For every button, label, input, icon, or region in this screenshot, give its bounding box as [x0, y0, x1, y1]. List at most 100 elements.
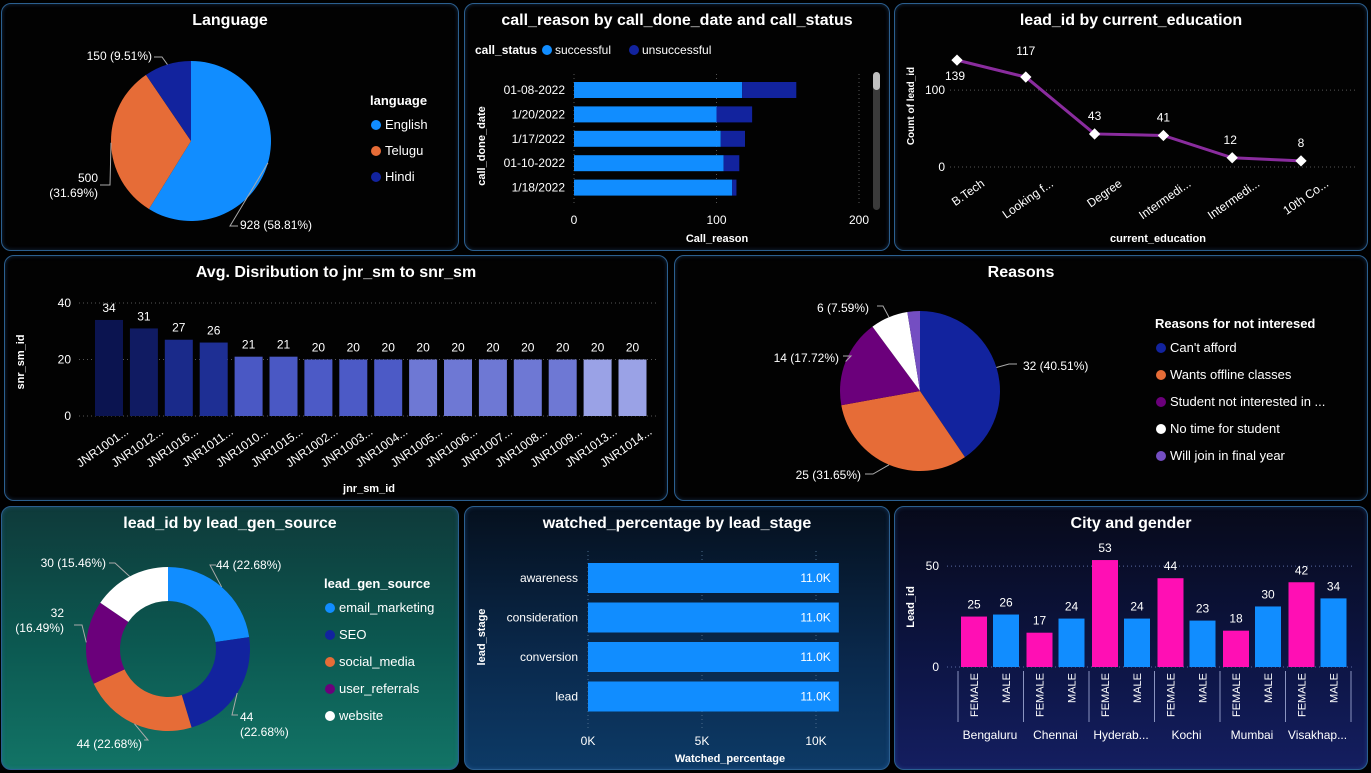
- bar: [513, 359, 542, 416]
- bar: [588, 681, 839, 712]
- card-title: lead_id by current_education: [1019, 12, 1243, 29]
- lead-gen-chart: 44 (22.68%) 44(22.68%) 44 (22.68%) 32(16.49…: [15, 556, 434, 751]
- category-label: 1/17/2022: [512, 132, 566, 146]
- y-axis-title: lead_stage: [476, 609, 488, 666]
- bar: [618, 359, 647, 416]
- pie-slice: [148, 61, 271, 221]
- legend-marker: [325, 603, 335, 613]
- tick-label: 100: [925, 83, 945, 97]
- category-label: B.Tech: [949, 176, 987, 209]
- pie-slice: [920, 311, 1001, 458]
- bar: [732, 179, 737, 196]
- data-label: 11.0K: [800, 690, 830, 704]
- data-point: [951, 54, 963, 66]
- data-label: 11.0K: [800, 611, 830, 625]
- data-label: 17: [1033, 614, 1047, 628]
- subcategory-label: FEMALE: [1297, 673, 1309, 717]
- legend-item: Hindi: [385, 169, 415, 184]
- bar: [234, 356, 263, 416]
- leader-line: [877, 305, 890, 318]
- slice-label: 6 (7.59%): [817, 301, 869, 315]
- slice-label: 14 (17.72%): [774, 351, 839, 365]
- slice-label: 44 (22.68%): [77, 737, 142, 751]
- slice-label: 44 (22.68%): [216, 558, 281, 572]
- subcategory-label: FEMALE: [1231, 673, 1243, 717]
- language-card: Language 928 (58.81%) 500 (31.69%) 150 (9.5…: [1, 3, 459, 251]
- bar: [478, 359, 507, 416]
- call-reason-card: call_reason by call_done_date and call_s…: [464, 3, 890, 251]
- bar: [588, 602, 839, 633]
- data-label: 43: [1088, 109, 1102, 123]
- bar: [961, 616, 987, 667]
- bar: [1255, 606, 1281, 667]
- slice-label: 500: [78, 171, 98, 185]
- legend-item: email_marketing: [339, 600, 434, 615]
- bar: [339, 359, 368, 416]
- bar: [1026, 632, 1053, 667]
- tick-label: 0: [932, 660, 939, 674]
- data-label: 21: [242, 338, 256, 352]
- bar: [574, 82, 743, 98]
- data-point: [1295, 155, 1307, 167]
- y-axis-title: Count of lead_id: [906, 67, 917, 145]
- slice-label: 25 (31.65%): [796, 468, 861, 482]
- data-label: 30: [1261, 587, 1275, 601]
- category-label: lead: [555, 690, 578, 704]
- bar: [588, 563, 839, 593]
- legend-marker: [325, 711, 335, 721]
- subcategory-label: MALE: [1329, 673, 1341, 703]
- bar: [1058, 618, 1085, 667]
- slice-label: (31.69%): [49, 186, 98, 200]
- legend-marker: [325, 630, 335, 640]
- legend-marker: [542, 45, 552, 55]
- series-line: [956, 58, 1302, 163]
- bar: [720, 130, 745, 147]
- pie-slice: [111, 74, 191, 210]
- data-point: [1157, 129, 1170, 142]
- city-gender-card: City and gender 0 50 25 FEMALE 26 MALE Bengalu…: [894, 506, 1368, 770]
- scrollbar[interactable]: [873, 72, 880, 210]
- data-label: 24: [1065, 600, 1079, 614]
- legend-item: English: [385, 117, 428, 132]
- pie-slice: [86, 602, 129, 684]
- bar: [1223, 630, 1249, 667]
- scrollbar-thumb[interactable]: [873, 72, 880, 90]
- subcategory-label: MALE: [1067, 673, 1079, 703]
- y-axis-title: Lead_id: [905, 586, 917, 628]
- category-label: 1/20/2022: [512, 107, 566, 121]
- pie-slice: [872, 312, 920, 391]
- data-label: 20: [626, 341, 640, 355]
- bar: [199, 342, 228, 416]
- data-label: 44: [1164, 559, 1178, 573]
- data-label: 20: [416, 341, 430, 355]
- category-label: 1/18/2022: [512, 181, 566, 195]
- category-label: conversion: [520, 650, 578, 664]
- legend-marker: [1156, 370, 1166, 380]
- pie-slice: [907, 311, 920, 391]
- slice-label: 32 (40.51%): [1023, 359, 1088, 373]
- slice-label: (16.49%): [15, 621, 64, 635]
- data-label: 20: [556, 341, 570, 355]
- legend-item: social_media: [339, 654, 416, 669]
- data-label: 21: [277, 338, 291, 352]
- pie-slice: [181, 637, 250, 728]
- bar: [1092, 560, 1118, 667]
- data-label: 34: [1327, 579, 1341, 593]
- bar: [574, 130, 721, 147]
- pie-slice: [93, 669, 192, 731]
- legend-marker: [1156, 343, 1166, 353]
- leader-line: [154, 56, 168, 65]
- card-title: call_reason by call_done_date and call_s…: [501, 12, 853, 29]
- data-label: 20: [591, 341, 605, 355]
- tick-label: 50: [926, 559, 940, 573]
- data-label: 25: [967, 598, 981, 612]
- legend-item: successful: [555, 43, 611, 57]
- pie-slice: [841, 391, 965, 472]
- group-label: Hyderab...: [1093, 728, 1148, 742]
- legend-marker: [1156, 397, 1166, 407]
- legend-item: Will join in final year: [1170, 448, 1286, 463]
- tick-label: 0K: [581, 734, 596, 748]
- subcategory-label: MALE: [1198, 673, 1210, 703]
- pie-slice: [146, 61, 191, 141]
